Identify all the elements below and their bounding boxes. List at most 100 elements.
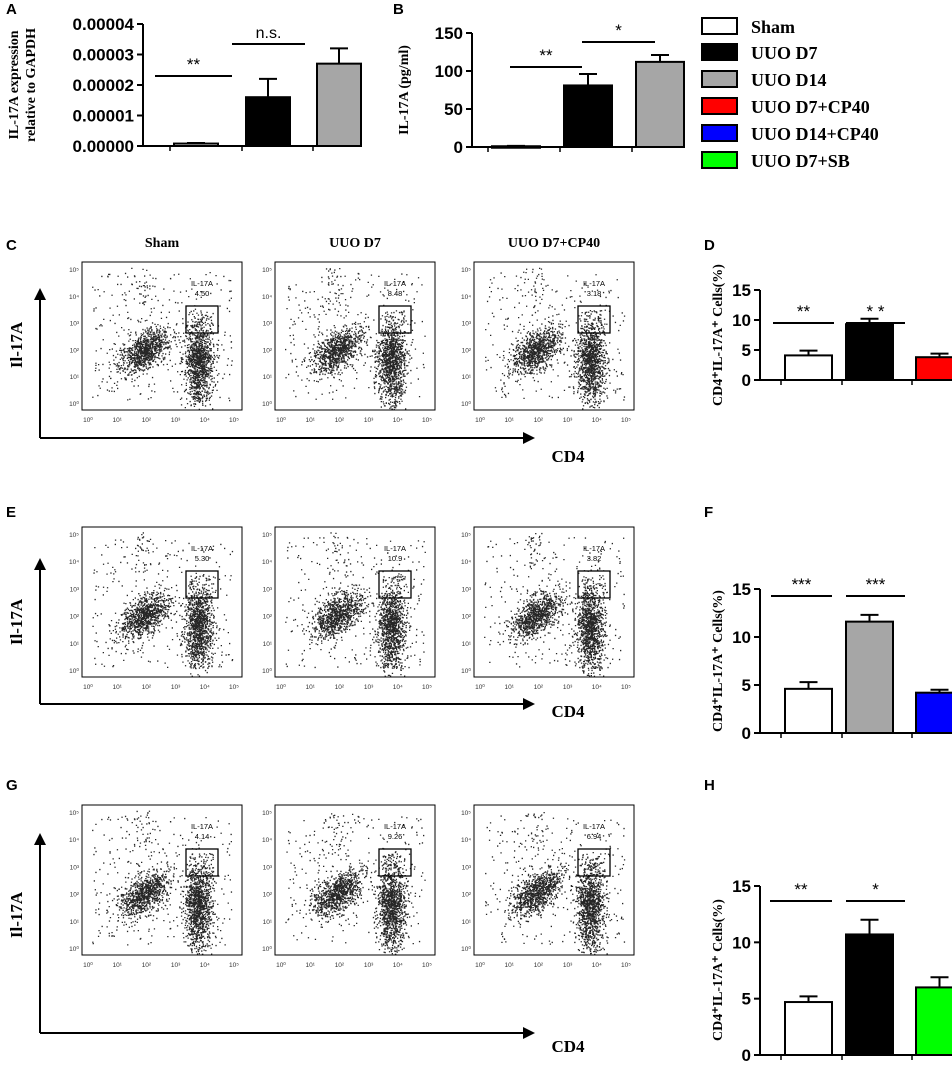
- bar-f-2: [915, 691, 952, 734]
- x-tick-label: 10¹: [504, 684, 514, 691]
- y-axis-label-line: IL-17A expression: [7, 30, 22, 139]
- flow-plot-frame: [81, 526, 243, 678]
- gate-label: IL-17A: [191, 544, 213, 553]
- x-tick-label: 10¹: [305, 962, 315, 969]
- y-tick-label: 10⁴: [262, 559, 272, 566]
- y-tick-label: 10³: [462, 321, 472, 328]
- x-tick-label: 10³: [364, 417, 374, 424]
- panel-letter-e: E: [6, 504, 16, 521]
- flow-plot-title: Sham: [145, 236, 180, 251]
- y-tick-label: 10⁴: [461, 559, 471, 566]
- y-tick-label-a: 0.00001: [73, 107, 134, 126]
- gate-label: IL-17A: [583, 544, 605, 553]
- x-tick-label: 10³: [563, 684, 573, 691]
- y-tick-label: 10³: [263, 321, 273, 328]
- x-tick-label: 10⁴: [393, 417, 403, 424]
- x-tick-label: 10²: [142, 684, 152, 691]
- y-tick-label: 10⁰: [262, 945, 272, 953]
- x-tick-label: 10³: [171, 684, 181, 691]
- il17a-gate: [378, 570, 412, 599]
- y-tick-label: 10²: [462, 347, 472, 354]
- legend-label: UUO D7+SB: [751, 151, 850, 171]
- legend-label: UUO D14: [751, 70, 827, 90]
- y-tick-label: 10³: [70, 864, 80, 871]
- gate-value: 5.30: [195, 554, 210, 563]
- x-tick-label: 10⁵: [422, 962, 432, 969]
- x-tick-label: 10⁰: [276, 961, 286, 969]
- y-tick-label-h: 10: [732, 933, 751, 952]
- x-tick-label: 10²: [142, 962, 152, 969]
- y-tick-label-b: 150: [435, 24, 463, 43]
- il17a-axis-label: Il-17A: [7, 891, 26, 938]
- gate-label: IL-17A: [384, 279, 406, 288]
- bar-d-2: [915, 356, 952, 382]
- il17a-gate: [577, 570, 611, 599]
- il17a-gate: [577, 848, 611, 877]
- gate-value: 4.50: [195, 289, 210, 298]
- y-tick-label: 10²: [263, 347, 273, 354]
- x-tick-label: 10³: [171, 417, 181, 424]
- flow-dot-cloud: [484, 532, 625, 677]
- legend-swatch: [701, 97, 738, 115]
- cd4-axis-label: CD4: [551, 447, 585, 466]
- x-tick-label: 10⁰: [83, 961, 93, 969]
- y-tick-label: 10²: [263, 892, 273, 899]
- bar-h-0: [784, 1001, 833, 1057]
- panel-letter-g: G: [6, 777, 18, 794]
- x-tick-label: 10⁵: [422, 684, 432, 691]
- y-tick-label-d: 10: [732, 311, 751, 330]
- significance-label-d: * *: [867, 302, 885, 321]
- legend-label: UUO D7: [751, 43, 818, 63]
- flow-plot-title: UUO D7+CP40: [508, 236, 600, 251]
- gate-value: 6.94: [587, 832, 602, 841]
- y-tick-label: 10⁵: [262, 267, 272, 274]
- y-tick-label: 10⁰: [69, 667, 79, 675]
- x-tick-label: 10⁰: [276, 683, 286, 691]
- gate-value: 3.18: [587, 289, 602, 298]
- bar-chart-f: 0 5 10 15 CD4⁺IL-17A⁺ Cells(%) *** ***: [711, 575, 952, 743]
- gate-label: IL-17A: [384, 544, 406, 553]
- arrow-up-icon: [34, 833, 46, 845]
- y-tick-label: 10¹: [462, 374, 472, 381]
- y-axis-label-f: CD4⁺IL-17A⁺ Cells(%): [711, 590, 726, 732]
- x-tick-label: 10⁰: [83, 416, 93, 424]
- x-tick-label: 10⁴: [393, 962, 403, 969]
- y-axis-label-b: IL-17A (pg/ml): [397, 45, 412, 135]
- y-tick-label: 10⁴: [69, 837, 79, 844]
- flow-dots: [484, 532, 625, 677]
- y-tick-label: 10⁴: [461, 837, 471, 844]
- y-axis-label-line: IL-17A (pg/ml): [397, 45, 412, 135]
- x-tick-label: 10⁰: [83, 683, 93, 691]
- y-tick-label: 10⁴: [262, 837, 272, 844]
- x-tick-label: 10¹: [112, 684, 122, 691]
- cd4-axis-label: CD4: [551, 702, 585, 721]
- flow-dot-cloud: [92, 810, 233, 956]
- x-tick-label: 10¹: [112, 417, 122, 424]
- y-tick-label: 10⁵: [69, 267, 79, 274]
- y-tick-label-d: 0: [742, 371, 751, 390]
- y-axis-label-line: CD4⁺IL-17A⁺ Cells(%): [711, 590, 726, 732]
- flow-dot-cloud: [485, 812, 626, 956]
- y-axis-label-h: CD4⁺IL-17A⁺ Cells(%): [711, 899, 726, 1041]
- gate-value: 8.48: [388, 289, 403, 298]
- x-tick-label: 10²: [335, 417, 345, 424]
- arrow-up-icon: [34, 558, 46, 570]
- y-tick-label-b: 0: [454, 138, 463, 157]
- y-tick-label: 10⁰: [461, 667, 471, 675]
- x-tick-label: 10⁰: [475, 961, 485, 969]
- y-tick-label-a: 0.00000: [73, 137, 134, 156]
- flow-dots: [92, 810, 233, 956]
- flow-row-c: Il-17A CD4 Sham 10⁰ 10⁰ 10¹ 10¹ 10² 10² 10³ 10³ 10⁴…: [7, 236, 635, 466]
- x-tick-label: 10⁰: [276, 416, 286, 424]
- significance-label-h: **: [794, 880, 808, 899]
- y-tick-label: 10⁰: [262, 667, 272, 675]
- flow-plot: UUO D14+CP4010⁰10⁰10¹10¹10²10²10³10³10⁴1…: [461, 526, 635, 691]
- y-tick-label: 10¹: [462, 641, 472, 648]
- legend: Sham UUO D7 UUO D14 UUO D7+CP40 UUO D14+CP40…: [701, 17, 879, 171]
- y-tick-label: 10³: [263, 864, 273, 871]
- legend-swatch: [701, 17, 738, 35]
- y-tick-label: 10³: [70, 586, 80, 593]
- significance-label-b: *: [615, 21, 622, 40]
